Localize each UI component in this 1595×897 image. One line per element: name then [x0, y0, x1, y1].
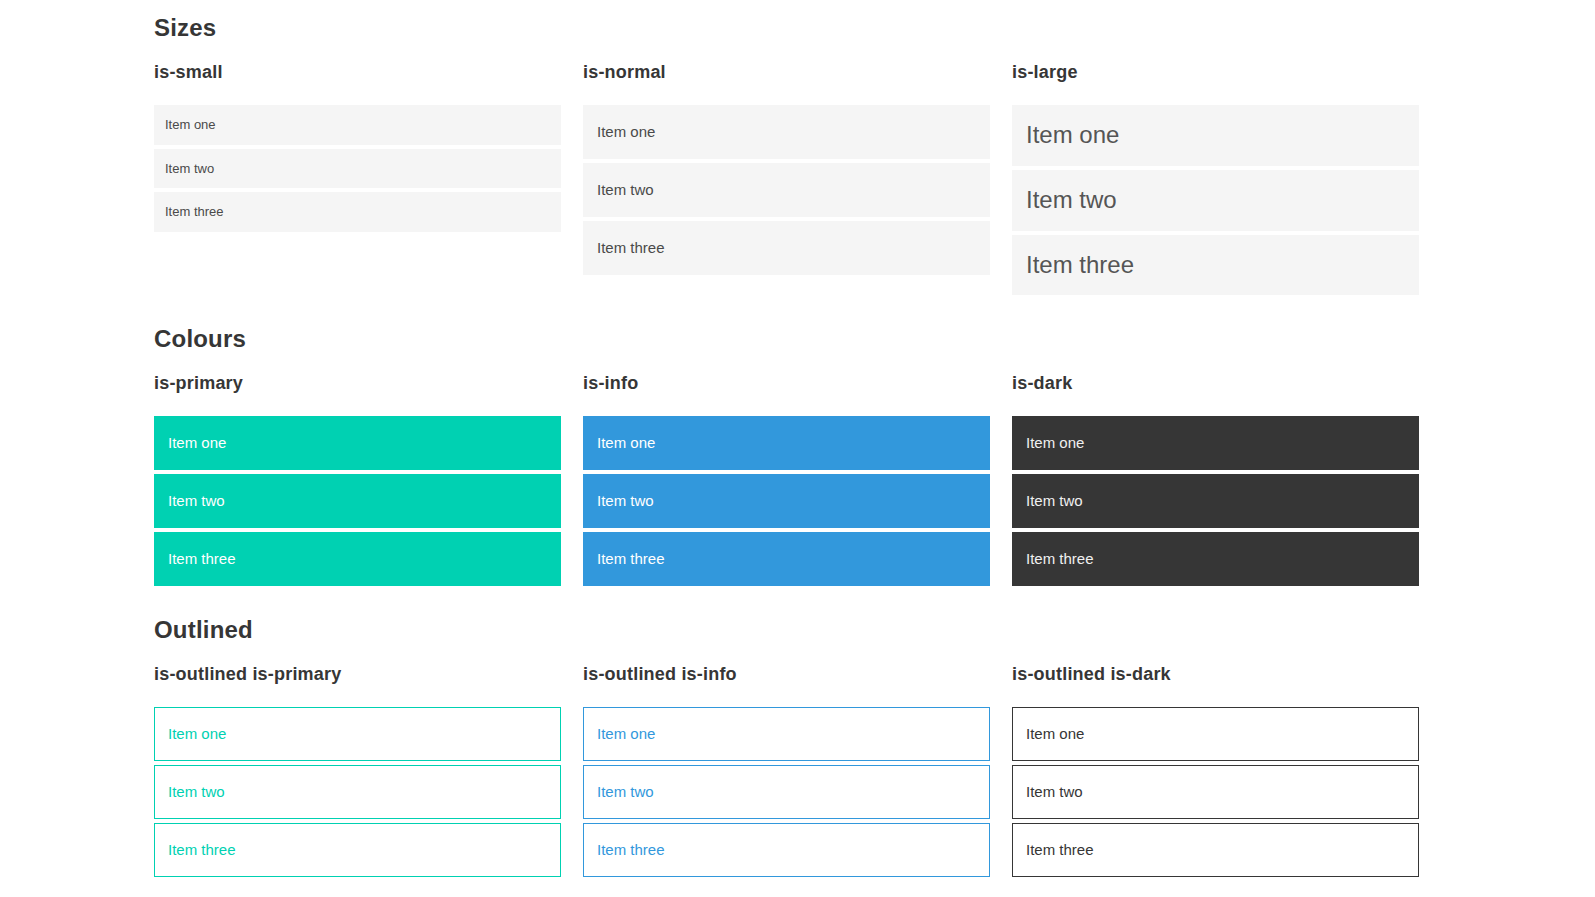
group-title-is-small: is-small: [154, 62, 561, 83]
sizes-columns: is-small Item one Item two Item three is…: [154, 62, 1595, 295]
group-is-outlined-is-info: is-outlined is-info Item one Item two It…: [583, 664, 990, 877]
group-title-is-outlined-is-info: is-outlined is-info: [583, 664, 990, 685]
list-outlined-dark: Item one Item two Item three: [1012, 707, 1419, 877]
list-item[interactable]: Item two: [154, 474, 561, 528]
group-is-normal: is-normal Item one Item two Item three: [583, 62, 990, 275]
section-colours: Colours is-primary Item one Item two Ite…: [154, 325, 1595, 586]
list-small: Item one Item two Item three: [154, 105, 561, 232]
list-item[interactable]: Item three: [583, 221, 990, 275]
section-outlined: Outlined is-outlined is-primary Item one…: [154, 616, 1595, 877]
list-item[interactable]: Item two: [154, 765, 561, 819]
list-item[interactable]: Item two: [1012, 474, 1419, 528]
list-item[interactable]: Item three: [1012, 235, 1419, 296]
section-sizes: Sizes is-small Item one Item two Item th…: [154, 14, 1595, 295]
list-item[interactable]: Item three: [154, 823, 561, 877]
list-item[interactable]: Item two: [154, 149, 561, 189]
group-is-info: is-info Item one Item two Item three: [583, 373, 990, 586]
list-item[interactable]: Item two: [583, 474, 990, 528]
group-is-outlined-is-primary: is-outlined is-primary Item one Item two…: [154, 664, 561, 877]
group-title-is-primary: is-primary: [154, 373, 561, 394]
list-item[interactable]: Item one: [154, 707, 561, 761]
list-item[interactable]: Item three: [154, 192, 561, 232]
list-item[interactable]: Item two: [583, 765, 990, 819]
group-is-large: is-large Item one Item two Item three: [1012, 62, 1419, 295]
list-dark: Item one Item two Item three: [1012, 416, 1419, 586]
list-item[interactable]: Item one: [1012, 416, 1419, 470]
section-title-colours: Colours: [154, 325, 1595, 353]
group-is-outlined-is-dark: is-outlined is-dark Item one Item two It…: [1012, 664, 1419, 877]
list-item[interactable]: Item three: [154, 532, 561, 586]
outlined-columns: is-outlined is-primary Item one Item two…: [154, 664, 1595, 877]
group-title-is-large: is-large: [1012, 62, 1419, 83]
list-item[interactable]: Item one: [583, 707, 990, 761]
list-item[interactable]: Item one: [1012, 105, 1419, 166]
group-title-is-normal: is-normal: [583, 62, 990, 83]
list-item[interactable]: Item three: [1012, 532, 1419, 586]
list-item[interactable]: Item three: [1012, 823, 1419, 877]
list-item[interactable]: Item one: [583, 416, 990, 470]
section-title-sizes: Sizes: [154, 14, 1595, 42]
group-title-is-info: is-info: [583, 373, 990, 394]
list-item[interactable]: Item one: [583, 105, 990, 159]
list-info: Item one Item two Item three: [583, 416, 990, 586]
colours-columns: is-primary Item one Item two Item three …: [154, 373, 1595, 586]
list-outlined-info: Item one Item two Item three: [583, 707, 990, 877]
list-large: Item one Item two Item three: [1012, 105, 1419, 295]
group-is-dark: is-dark Item one Item two Item three: [1012, 373, 1419, 586]
group-title-is-outlined-is-primary: is-outlined is-primary: [154, 664, 561, 685]
list-component-demo-page: Sizes is-small Item one Item two Item th…: [0, 0, 1595, 877]
group-is-primary: is-primary Item one Item two Item three: [154, 373, 561, 586]
list-item[interactable]: Item two: [583, 163, 990, 217]
list-item[interactable]: Item one: [154, 105, 561, 145]
section-title-outlined: Outlined: [154, 616, 1595, 644]
group-is-small: is-small Item one Item two Item three: [154, 62, 561, 232]
list-item[interactable]: Item two: [1012, 765, 1419, 819]
list-normal: Item one Item two Item three: [583, 105, 990, 275]
list-primary: Item one Item two Item three: [154, 416, 561, 586]
list-item[interactable]: Item three: [583, 532, 990, 586]
list-item[interactable]: Item three: [583, 823, 990, 877]
list-item[interactable]: Item one: [154, 416, 561, 470]
list-outlined-primary: Item one Item two Item three: [154, 707, 561, 877]
list-item[interactable]: Item one: [1012, 707, 1419, 761]
group-title-is-dark: is-dark: [1012, 373, 1419, 394]
list-item[interactable]: Item two: [1012, 170, 1419, 231]
group-title-is-outlined-is-dark: is-outlined is-dark: [1012, 664, 1419, 685]
